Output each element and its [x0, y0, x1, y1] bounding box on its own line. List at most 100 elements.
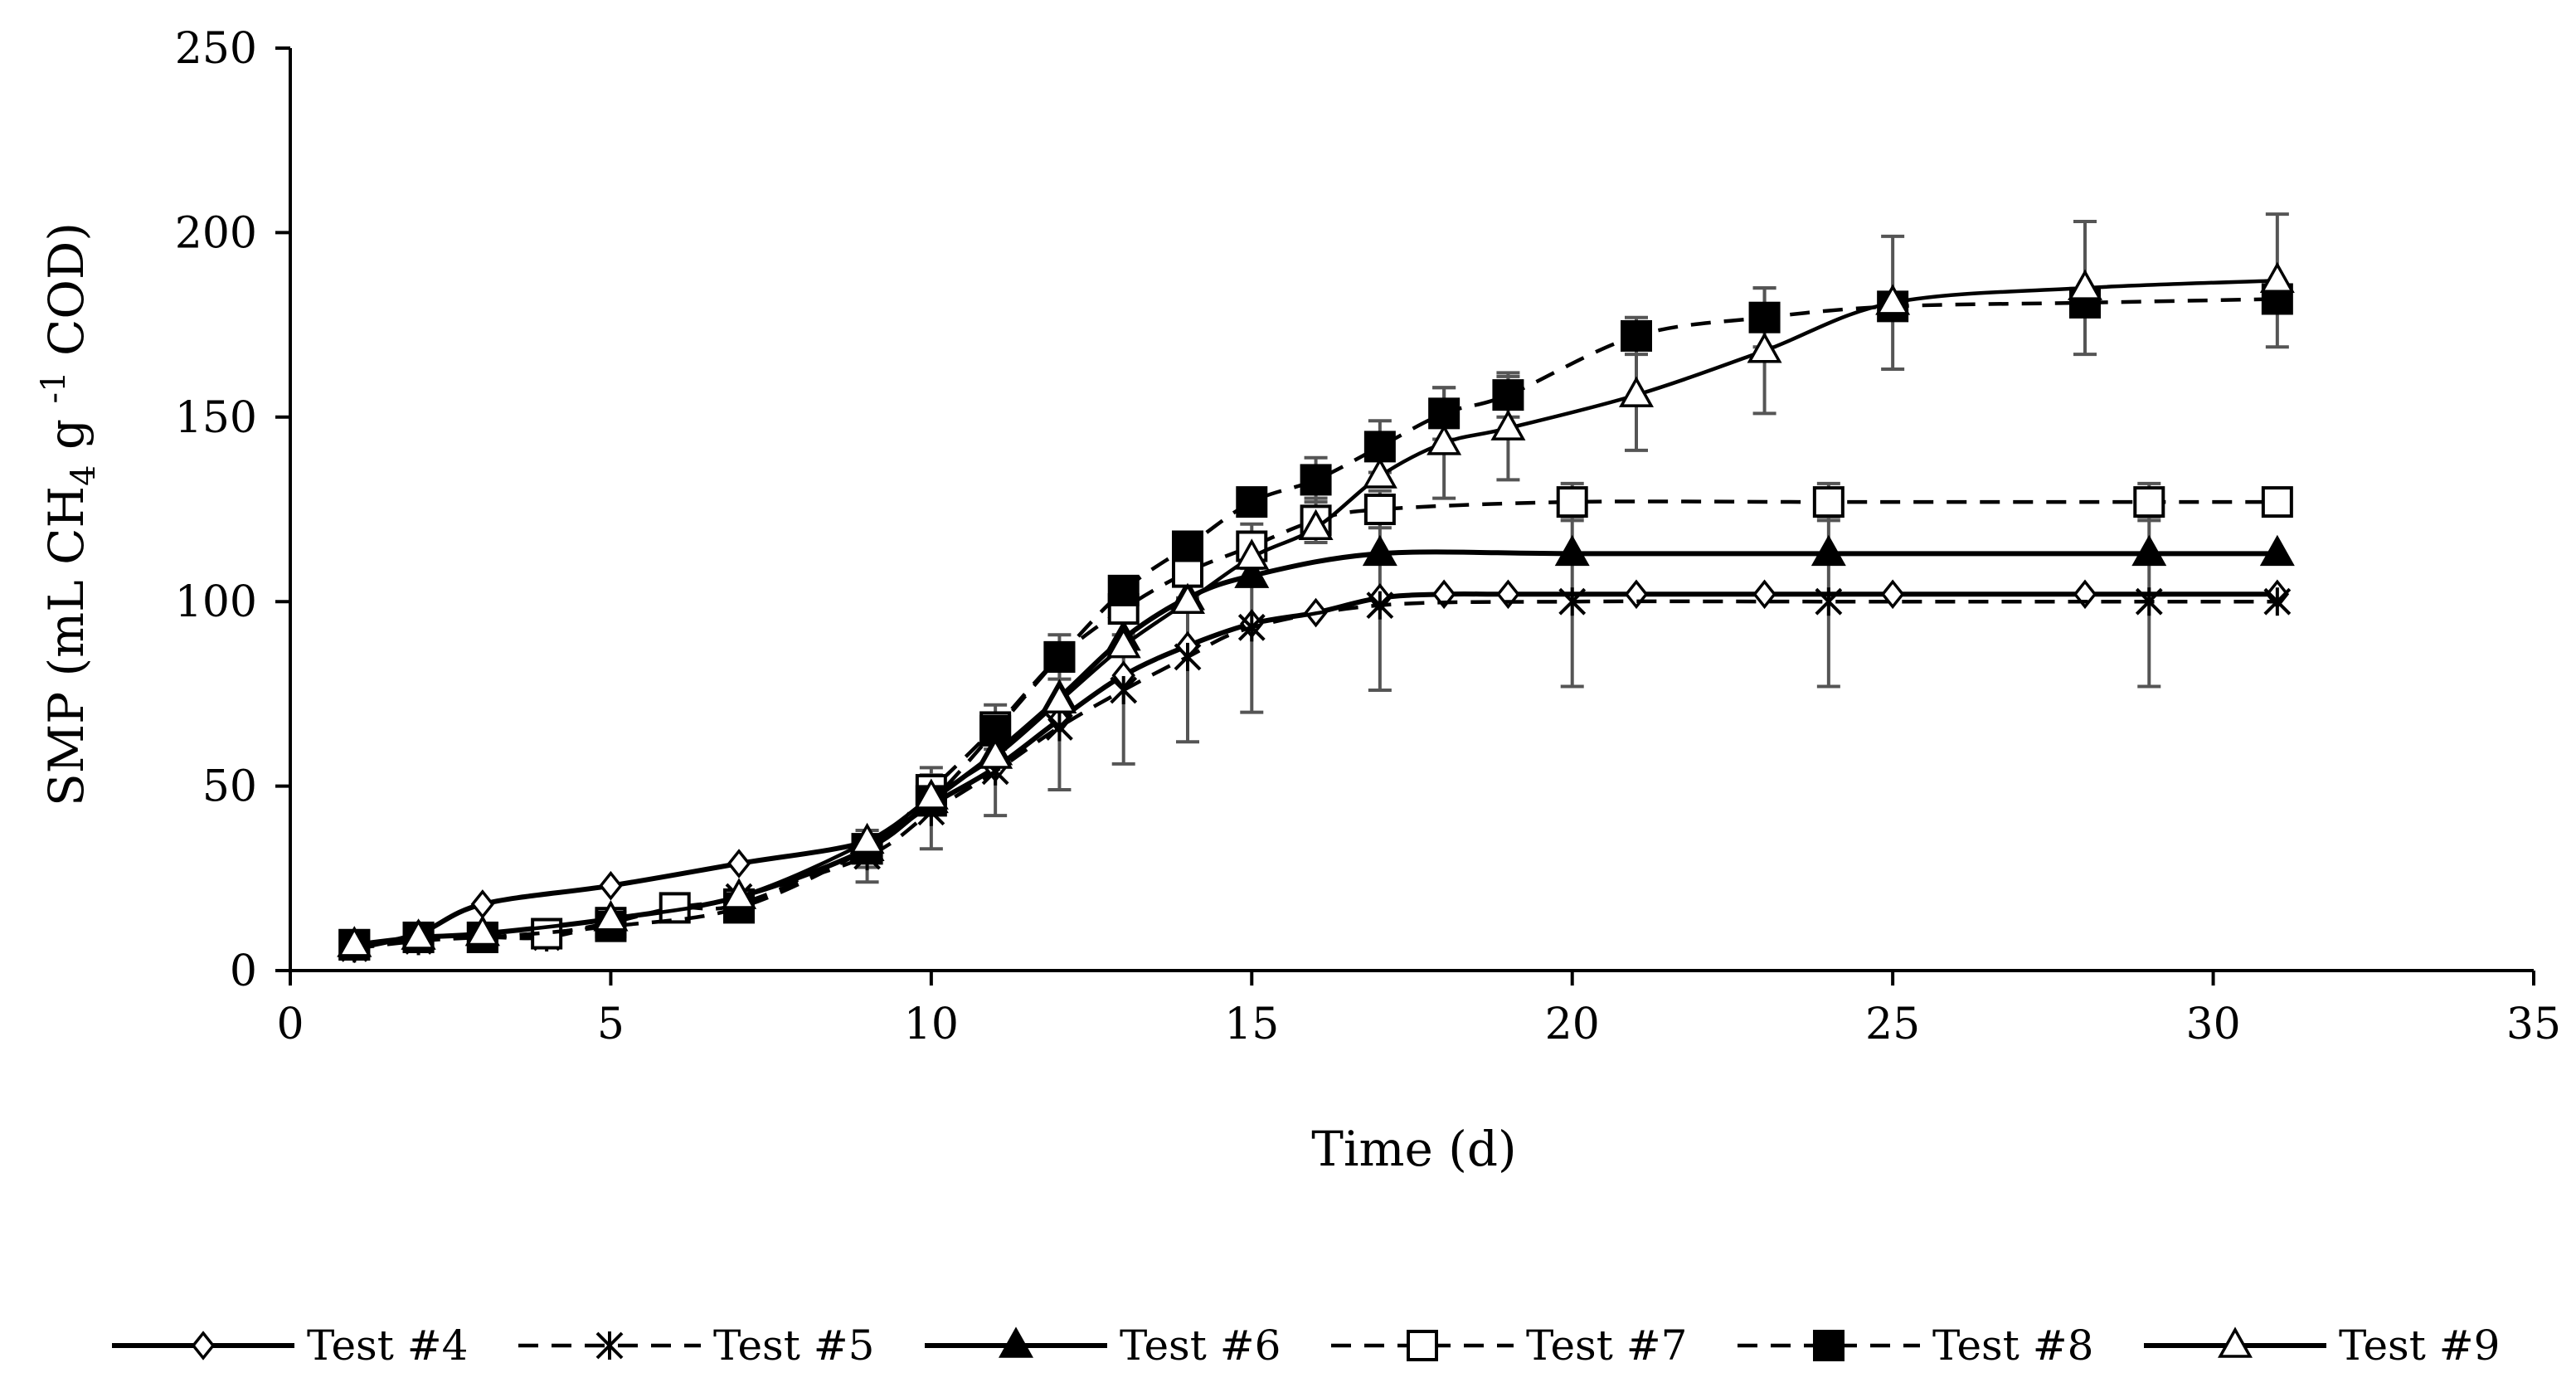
- data-point: [2261, 486, 2293, 518]
- legend-item-test-5: Test #5: [518, 1321, 874, 1370]
- x-tick-label: 20: [1545, 1000, 1600, 1049]
- legend-label: Test #5: [713, 1321, 874, 1370]
- data-point: [1558, 587, 1587, 616]
- series-7: [338, 486, 2293, 961]
- y-tick-label: 0: [230, 947, 257, 996]
- legend-label: Test #4: [307, 1321, 468, 1370]
- data-point: [593, 900, 629, 932]
- series-4: [343, 579, 2290, 964]
- chart-axes: 0 5 10 15 20 25 30 35 0 50 100 150 200 250: [175, 24, 2561, 1049]
- data-point: [1234, 538, 1270, 570]
- legend-marker: [1407, 1330, 1438, 1361]
- series-line: [354, 499, 2277, 947]
- series-line: [354, 278, 2277, 947]
- data-point: [1363, 431, 1396, 463]
- data-point: [978, 737, 1013, 769]
- data-point: [2263, 587, 2292, 616]
- data-point: [1431, 579, 1456, 610]
- legend-marker: [595, 1331, 624, 1360]
- data-point: [1490, 409, 1526, 440]
- data-point: [2259, 534, 2295, 567]
- data-point: [1492, 379, 1524, 411]
- x-tick-label: 5: [597, 1000, 625, 1049]
- y-axis-title-sub: 4: [65, 465, 103, 485]
- legend-label: Test #7: [1526, 1321, 1687, 1370]
- chart-legend: Test #4 Test #5 Test #6 Test #7 Test #8 Test …: [112, 1321, 2500, 1370]
- legend-marker: [2218, 1326, 2253, 1358]
- data-point: [727, 849, 751, 879]
- legend-label: Test #8: [1932, 1321, 2093, 1370]
- x-tick-label: 35: [2506, 1000, 2561, 1049]
- legend-marker: [191, 1331, 216, 1360]
- data-point: [2135, 587, 2163, 616]
- legend-label: Test #9: [2339, 1321, 2500, 1370]
- data-point: [1042, 682, 1077, 714]
- series-9: [337, 261, 2295, 957]
- data-point: [722, 878, 756, 909]
- data-point: [1428, 397, 1461, 430]
- y-axis-title-suffix: COD): [38, 222, 95, 372]
- data-point: [1556, 486, 1588, 518]
- data-point: [1237, 613, 1266, 642]
- data-point: [2068, 269, 2102, 300]
- y-tick-label: 150: [175, 393, 257, 443]
- legend-item-test-6: Test #6: [925, 1321, 1281, 1370]
- data-point: [2259, 261, 2295, 293]
- x-axis-title: Time (d): [1311, 1121, 1516, 1177]
- y-tick-label: 200: [175, 208, 257, 258]
- y-axis-title-prefix: SMP (mL CH: [38, 486, 95, 806]
- legend-item-test-4: Test #4: [112, 1321, 468, 1370]
- legend-marker: [999, 1326, 1033, 1358]
- data-point: [1300, 464, 1332, 496]
- data-point: [1046, 713, 1073, 742]
- series-line: [353, 591, 2277, 952]
- legend-marker: [1813, 1330, 1845, 1361]
- data-point: [1619, 376, 1654, 407]
- data-point: [1234, 557, 1270, 588]
- data-point: [464, 914, 500, 947]
- y-tick-label: 250: [175, 24, 257, 74]
- data-point: [2133, 486, 2165, 518]
- data-point: [337, 926, 372, 957]
- legend-item-test-9: Test #9: [2144, 1321, 2500, 1370]
- y-tick-label: 100: [175, 577, 257, 627]
- data-point: [1236, 486, 1268, 518]
- data-point: [1554, 534, 1590, 567]
- data-point: [849, 822, 885, 854]
- y-tick-label: 50: [202, 762, 257, 812]
- data-point: [1815, 587, 1843, 616]
- data-point: [1106, 627, 1141, 659]
- data-point: [1810, 534, 1846, 567]
- data-point: [401, 918, 436, 950]
- data-point: [1174, 642, 1202, 671]
- data-point: [1812, 486, 1845, 518]
- series-5: [340, 587, 2292, 963]
- data-point: [1170, 582, 1205, 614]
- data-point: [1110, 675, 1138, 704]
- data-point: [913, 778, 949, 810]
- legend-item-test-8: Test #8: [1738, 1321, 2093, 1370]
- data-point: [1172, 556, 1203, 588]
- y-axis-title-sup: -1: [35, 371, 73, 403]
- x-tick-label: 15: [1224, 1000, 1279, 1049]
- data-point: [1172, 530, 1203, 562]
- data-point: [1043, 640, 1076, 673]
- data-point: [599, 870, 623, 901]
- data-point: [1427, 424, 1462, 455]
- x-tick-label: 30: [2185, 1000, 2240, 1049]
- series-line: [354, 297, 2277, 947]
- x-tick-label: 25: [1865, 1000, 1920, 1049]
- data-point: [1748, 301, 1781, 333]
- data-point: [1366, 591, 1394, 620]
- data-point: [2131, 534, 2167, 567]
- y-axis-title: SMP (mL CH4 g -1 COD): [35, 222, 103, 806]
- y-axis-title-middle: g: [38, 403, 95, 465]
- data-point: [1362, 457, 1397, 489]
- data-point: [1875, 284, 1911, 315]
- data-point: [1298, 509, 1334, 540]
- series-line: [354, 599, 2277, 951]
- data-point: [1621, 319, 1652, 352]
- data-point: [1107, 574, 1140, 606]
- data-point: [1363, 494, 1396, 525]
